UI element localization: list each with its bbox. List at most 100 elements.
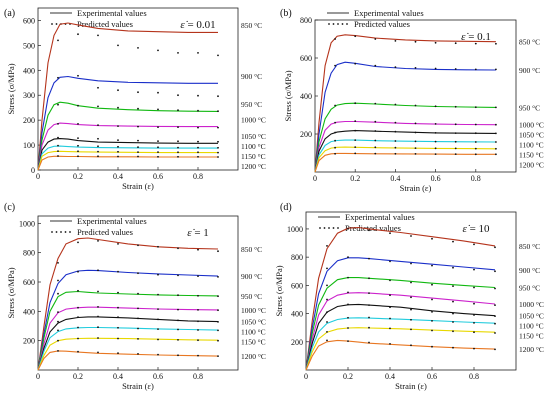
predicted-point bbox=[368, 229, 370, 232]
predicted-point bbox=[473, 322, 475, 324]
predicted-point bbox=[394, 146, 397, 149]
predicted-point bbox=[474, 68, 477, 71]
predicted-point bbox=[57, 262, 59, 264]
predicted-point bbox=[374, 139, 377, 142]
x-axis-label: Strain (ε) bbox=[395, 381, 427, 391]
predicted-point bbox=[77, 241, 79, 244]
legend-predicted: Predicted values bbox=[354, 19, 410, 29]
legend-dot-icon bbox=[328, 227, 330, 229]
series-line bbox=[314, 34, 496, 173]
predicted-point bbox=[494, 246, 496, 249]
predicted-point bbox=[414, 122, 417, 125]
predicted-point bbox=[474, 42, 477, 45]
predicted-point bbox=[452, 330, 454, 333]
predicted-point bbox=[474, 123, 477, 126]
predicted-point bbox=[157, 108, 159, 111]
y-tick-label: 800 bbox=[23, 249, 35, 258]
predicted-point bbox=[410, 262, 412, 265]
predicted-point bbox=[394, 152, 397, 155]
predicted-point bbox=[197, 329, 199, 331]
predicted-point bbox=[494, 348, 496, 351]
predicted-point bbox=[137, 139, 139, 142]
y-tick-label: 200 bbox=[23, 337, 35, 346]
predicted-point bbox=[77, 326, 79, 329]
predicted-point bbox=[137, 244, 139, 247]
predicted-point bbox=[217, 156, 219, 158]
strain-rate-label: ε̇ = 10 bbox=[462, 223, 490, 235]
predicted-point bbox=[452, 285, 454, 287]
predicted-point bbox=[57, 123, 59, 125]
legend-dot-icon bbox=[332, 227, 335, 229]
predicted-point bbox=[137, 107, 139, 110]
predicted-point bbox=[474, 141, 477, 143]
temperature-label: 1100 °C bbox=[519, 141, 544, 150]
temperature-label: 1150 °C bbox=[519, 332, 544, 341]
series-line bbox=[314, 102, 496, 173]
predicted-point bbox=[454, 140, 457, 143]
predicted-point bbox=[117, 337, 119, 340]
predicted-point bbox=[157, 328, 159, 330]
predicted-point bbox=[473, 347, 475, 350]
series-line bbox=[37, 145, 218, 171]
series-line bbox=[37, 155, 218, 171]
plot-frame bbox=[305, 211, 517, 371]
series-line bbox=[37, 22, 218, 171]
predicted-point bbox=[97, 240, 99, 242]
predicted-point bbox=[217, 321, 219, 323]
predicted-point bbox=[414, 40, 417, 43]
predicted-point bbox=[117, 316, 119, 319]
predicted-point bbox=[157, 245, 159, 248]
predicted-point bbox=[57, 339, 59, 342]
legend-dot-icon bbox=[51, 23, 53, 25]
temperature-label: 1100 °C bbox=[241, 328, 266, 337]
predicted-point bbox=[354, 152, 357, 155]
predicted-point bbox=[157, 293, 159, 296]
predicted-point bbox=[434, 123, 437, 125]
predicted-point bbox=[137, 307, 139, 310]
predicted-point bbox=[57, 150, 59, 153]
predicted-point bbox=[177, 308, 179, 311]
predicted-point bbox=[77, 316, 79, 319]
predicted-point bbox=[97, 269, 99, 272]
predicted-point bbox=[57, 136, 59, 139]
predicted-point bbox=[217, 295, 219, 298]
predicted-point bbox=[217, 110, 219, 113]
predicted-point bbox=[197, 140, 199, 143]
y-tick-label: 400 bbox=[291, 310, 303, 319]
predicted-point bbox=[157, 318, 159, 321]
predicted-point bbox=[452, 300, 454, 303]
predicted-point bbox=[431, 320, 433, 322]
predicted-point bbox=[410, 281, 412, 284]
x-tick-label: 0.8 bbox=[469, 372, 479, 381]
predicted-point bbox=[414, 153, 417, 155]
predicted-point bbox=[197, 339, 199, 342]
predicted-point bbox=[334, 152, 336, 155]
predicted-point bbox=[394, 121, 397, 124]
temperature-label: 850 °C bbox=[519, 242, 540, 251]
predicted-point bbox=[77, 123, 79, 125]
temperature-label: 1200 °C bbox=[519, 161, 544, 170]
predicted-point bbox=[77, 270, 79, 273]
predicted-point bbox=[197, 354, 199, 357]
predicted-point bbox=[117, 291, 119, 294]
predicted-point bbox=[157, 155, 159, 158]
predicted-point bbox=[494, 315, 496, 317]
predicted-point bbox=[452, 312, 454, 315]
x-tick-label: 0 bbox=[304, 372, 308, 381]
strain-rate-label: ε̇ = 1 bbox=[187, 227, 209, 239]
predicted-point bbox=[177, 94, 179, 97]
predicted-point bbox=[389, 306, 391, 309]
predicted-point bbox=[77, 104, 79, 107]
temperature-label: 1050 °C bbox=[241, 132, 266, 141]
predicted-point bbox=[97, 124, 99, 126]
y-axis-label: Stress (σ/MPa) bbox=[274, 265, 284, 316]
predicted-point bbox=[326, 267, 328, 270]
predicted-point bbox=[97, 86, 99, 89]
y-tick-label: 400 bbox=[23, 307, 35, 316]
x-tick-label: 0.8 bbox=[471, 174, 481, 183]
legend-dot-icon bbox=[51, 231, 53, 233]
predicted-point bbox=[57, 76, 59, 79]
predicted-point bbox=[326, 284, 328, 287]
predicted-point bbox=[197, 248, 199, 251]
predicted-point bbox=[157, 140, 159, 143]
